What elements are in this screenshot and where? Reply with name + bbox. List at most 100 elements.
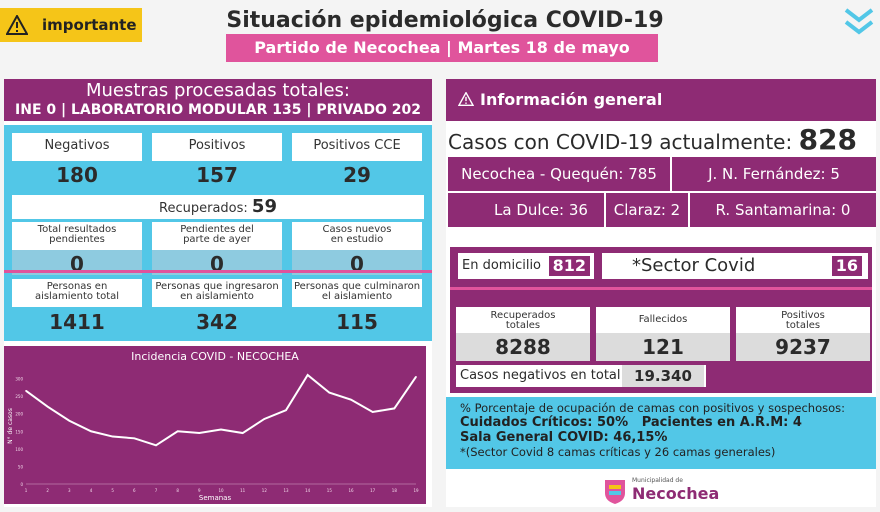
info-line2: Cuidados Críticos: 50% Pacientes en A.R.… bbox=[460, 415, 802, 430]
chart-point bbox=[306, 374, 309, 376]
shield-icon bbox=[605, 480, 625, 504]
chart-y-tick: 150 bbox=[15, 429, 23, 434]
card-label: Pendientes del parte de ayer bbox=[180, 224, 254, 245]
casos-label: Casos con COVID-19 actualmente: bbox=[448, 130, 793, 154]
card-value: 115 bbox=[292, 307, 422, 337]
chart-point bbox=[25, 390, 27, 392]
domicilio-value: 812 bbox=[548, 256, 590, 276]
chart-x-tick: 17 bbox=[370, 488, 376, 493]
loc-santamarina: R. Santamarina: 0 bbox=[690, 193, 876, 227]
card-value: 342 bbox=[152, 307, 282, 337]
card-value: 29 bbox=[292, 161, 422, 189]
negativos-card: Negativos 180 bbox=[12, 133, 142, 189]
incidencia-chart: Incidencia COVID - NECOCHEA Semanas N° d… bbox=[4, 346, 426, 504]
internacion-band: En domicilio 812 *Sector Covid 16 bbox=[450, 247, 872, 307]
chart-x-tick: 11 bbox=[240, 488, 246, 493]
loc-claraz: Claraz: 2 bbox=[606, 193, 688, 227]
chart-point bbox=[46, 405, 49, 408]
chart-point bbox=[90, 430, 92, 433]
chart-x-tick: 3 bbox=[68, 488, 71, 493]
muestras-panel: Muestras procesadas totales: INE 0 | LAB… bbox=[4, 79, 432, 507]
loc-fernandez: J. N. Fernández: 5 bbox=[672, 157, 876, 191]
chart-x-tick: 1 bbox=[25, 488, 28, 493]
casos-value: 828 bbox=[798, 123, 858, 156]
logo-small-text: Municipalidad de bbox=[632, 477, 683, 484]
aislamiento-band: Personas en aislamiento total 1411 Person… bbox=[4, 275, 432, 341]
chart-x-tick: 19 bbox=[413, 488, 419, 493]
chart-y-tick: 200 bbox=[15, 412, 23, 417]
page-subtitle: Partido de Necochea | Martes 18 de mayo bbox=[226, 34, 658, 62]
negativos-total-box: Casos negativos en total 19.340 bbox=[456, 365, 706, 387]
chart-point bbox=[68, 419, 71, 422]
chart-x-tick: 6 bbox=[133, 488, 136, 493]
chart-x-tick: 18 bbox=[392, 488, 398, 493]
chart-point bbox=[133, 437, 136, 440]
info-line3: Sala General COVID: 46,15% bbox=[460, 430, 668, 445]
chart-x-tick: 9 bbox=[198, 488, 201, 493]
chart-x-tick: 12 bbox=[262, 488, 268, 493]
card-label: Recuperados totales bbox=[490, 310, 556, 331]
chart-point bbox=[241, 432, 244, 434]
loc-necochea: Necochea - Quequén: 785 bbox=[448, 157, 670, 191]
positivos-card: Positivos 157 bbox=[152, 133, 282, 189]
importante-badge: importante bbox=[0, 8, 142, 42]
card-value: 0 bbox=[292, 250, 422, 278]
card-label: Personas en aislamiento total bbox=[34, 281, 120, 302]
card-label: Personas que ingresaron en aislamiento bbox=[155, 281, 279, 302]
negativos-label: Casos negativos en total bbox=[460, 368, 621, 383]
card-label: Positivos CCE bbox=[313, 138, 401, 153]
positivos-totales-card: Positivos totales 9237 bbox=[736, 307, 870, 361]
card-label: Positivos bbox=[188, 138, 246, 153]
chart-point bbox=[176, 430, 179, 433]
sector-label: *Sector Covid bbox=[632, 255, 756, 276]
card-value: 157 bbox=[152, 161, 282, 189]
recuperados-row: Recuperados: 59 bbox=[12, 195, 424, 219]
chart-point bbox=[328, 391, 331, 394]
warning-icon bbox=[457, 91, 475, 106]
informacion-title: Información general bbox=[480, 90, 663, 109]
chart-x-tick: 7 bbox=[155, 488, 158, 493]
muestras-title: Muestras procesadas totales: bbox=[85, 80, 351, 101]
municipalidad-logo: Municipalidad de Necochea bbox=[602, 475, 722, 507]
card-label: Casos nuevos en estudio bbox=[322, 224, 392, 245]
badge-label: importante bbox=[42, 16, 137, 34]
card-label: Total resultados pendientes bbox=[37, 224, 117, 245]
sector-value: 16 bbox=[831, 256, 862, 276]
chart-y-tick: 0 bbox=[20, 482, 23, 487]
chart-point bbox=[155, 444, 157, 447]
recuperados-totales-card: Recuperados totales 8288 bbox=[456, 307, 590, 361]
chart-point bbox=[371, 411, 374, 413]
domicilio-label: En domicilio bbox=[462, 258, 542, 273]
card-value: 180 bbox=[12, 161, 142, 189]
recuperados-value: 59 bbox=[251, 196, 277, 217]
chart-series-line bbox=[25, 373, 417, 447]
pendientes-card: Total resultados pendientes 0 bbox=[12, 222, 142, 278]
negativos-value: 19.340 bbox=[622, 365, 704, 387]
card-value: 9237 bbox=[736, 333, 870, 361]
aislamiento-total-card: Personas en aislamiento total 1411 bbox=[12, 279, 142, 337]
logo-name: Necochea bbox=[632, 484, 720, 503]
totales-band: Recuperados totales 8288 Fallecidos 121 P… bbox=[450, 303, 872, 393]
divider bbox=[450, 287, 872, 290]
muestras-sources: INE 0 | LABORATORIO MODULAR 135 | PRIVAD… bbox=[15, 102, 421, 118]
chart-point bbox=[285, 409, 287, 411]
card-value: 0 bbox=[152, 250, 282, 278]
pendientes-ayer-card: Pendientes del parte de ayer 0 bbox=[152, 222, 282, 278]
chart-xlabel: Semanas bbox=[199, 494, 232, 502]
warning-icon bbox=[6, 15, 28, 35]
fallecidos-card: Fallecidos 121 bbox=[596, 307, 730, 361]
card-value: 1411 bbox=[12, 307, 142, 337]
chart-point bbox=[263, 418, 266, 420]
card-value: 8288 bbox=[456, 333, 590, 361]
casos-estudio-card: Casos nuevos en estudio 0 bbox=[292, 222, 422, 278]
ocupacion-camas-box: % Porcentaje de ocupación de camas con p… bbox=[446, 397, 876, 469]
positivos-cce-card: Positivos CCE 29 bbox=[292, 133, 422, 189]
incidencia-chart-svg: Incidencia COVID - NECOCHEA Semanas N° d… bbox=[7, 350, 419, 502]
chart-x-tick: 2 bbox=[46, 488, 49, 493]
card-label: Fallecidos bbox=[638, 314, 688, 325]
chart-y-tick: 300 bbox=[15, 377, 23, 382]
chart-title: Incidencia COVID - NECOCHEA bbox=[131, 350, 299, 363]
page-title: Situación epidemiológica COVID-19 bbox=[226, 8, 664, 33]
chevron-down-icon[interactable] bbox=[842, 4, 876, 38]
chart-y-tick: 50 bbox=[18, 464, 24, 469]
